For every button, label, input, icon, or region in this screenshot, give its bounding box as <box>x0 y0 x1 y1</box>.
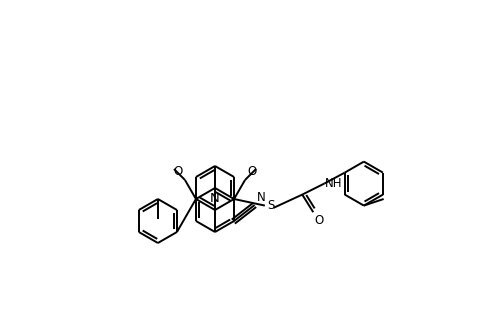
Text: NH: NH <box>325 177 343 190</box>
Text: O: O <box>174 165 183 178</box>
Text: O: O <box>247 165 256 178</box>
Text: N: N <box>257 191 266 204</box>
Text: S: S <box>267 199 274 212</box>
Text: O: O <box>314 214 324 227</box>
Text: N: N <box>210 192 220 205</box>
